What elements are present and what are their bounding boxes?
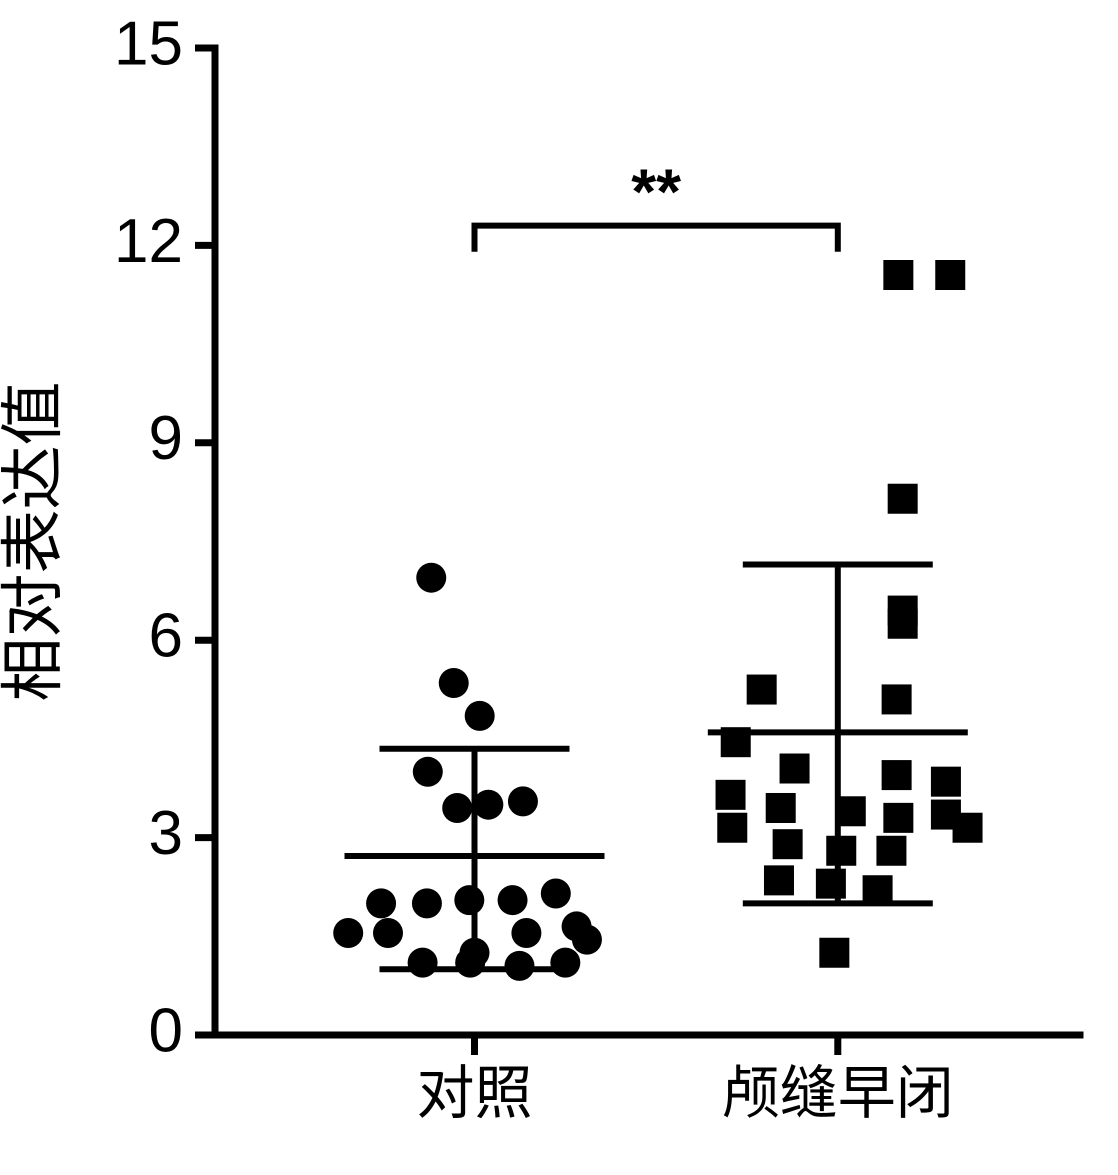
data-point	[819, 938, 849, 968]
x-category-label: 颅缝早闭	[722, 1061, 954, 1126]
chart-svg: 0 3 6 9 12 15 相对表达值对照 颅缝早闭 **	[0, 0, 1118, 1175]
data-point	[888, 609, 918, 639]
data-point	[465, 701, 495, 731]
y-axis-label: 相对表达值	[0, 382, 69, 702]
data-point	[455, 948, 485, 978]
data-point	[747, 675, 777, 705]
data-point	[935, 260, 965, 290]
data-point	[876, 836, 906, 866]
data-point	[716, 780, 746, 810]
data-point	[439, 668, 469, 698]
data-point	[473, 790, 503, 820]
data-point	[442, 793, 472, 823]
data-point	[816, 869, 846, 899]
data-point	[550, 948, 580, 978]
data-point	[780, 754, 810, 784]
data-point	[863, 875, 893, 905]
data-point	[511, 918, 541, 948]
data-point	[882, 684, 912, 714]
data-point	[882, 760, 912, 790]
data-point	[883, 260, 913, 290]
data-point	[572, 925, 602, 955]
data-point	[373, 918, 403, 948]
data-point	[413, 757, 443, 787]
y-tick-label: 12	[114, 207, 183, 276]
data-point	[764, 865, 794, 895]
data-point	[888, 484, 918, 514]
data-point	[883, 803, 913, 833]
y-tick-label: 3	[149, 799, 183, 868]
data-point	[416, 563, 446, 593]
data-point	[721, 727, 751, 757]
x-category-label: 对照	[416, 1061, 532, 1126]
data-point	[836, 796, 866, 826]
data-point	[773, 829, 803, 859]
data-point	[366, 888, 396, 918]
y-tick-label: 0	[149, 996, 183, 1065]
data-point	[826, 836, 856, 866]
scatter-chart: 0 3 6 9 12 15 相对表达值对照 颅缝早闭 **	[0, 0, 1118, 1175]
significance-bracket	[475, 226, 838, 249]
data-point	[766, 793, 796, 823]
data-point	[508, 786, 538, 816]
data-point	[717, 813, 747, 843]
data-point	[454, 885, 484, 915]
data-point	[408, 948, 438, 978]
data-point	[498, 885, 528, 915]
data-point	[931, 767, 961, 797]
significance-text: **	[631, 156, 681, 228]
y-tick-label: 15	[114, 9, 183, 78]
data-point	[412, 888, 442, 918]
data-point	[953, 813, 983, 843]
y-tick-label: 6	[149, 602, 183, 671]
y-tick-label: 9	[149, 404, 183, 473]
data-point	[541, 879, 571, 909]
data-point	[504, 951, 534, 981]
data-point	[333, 918, 363, 948]
